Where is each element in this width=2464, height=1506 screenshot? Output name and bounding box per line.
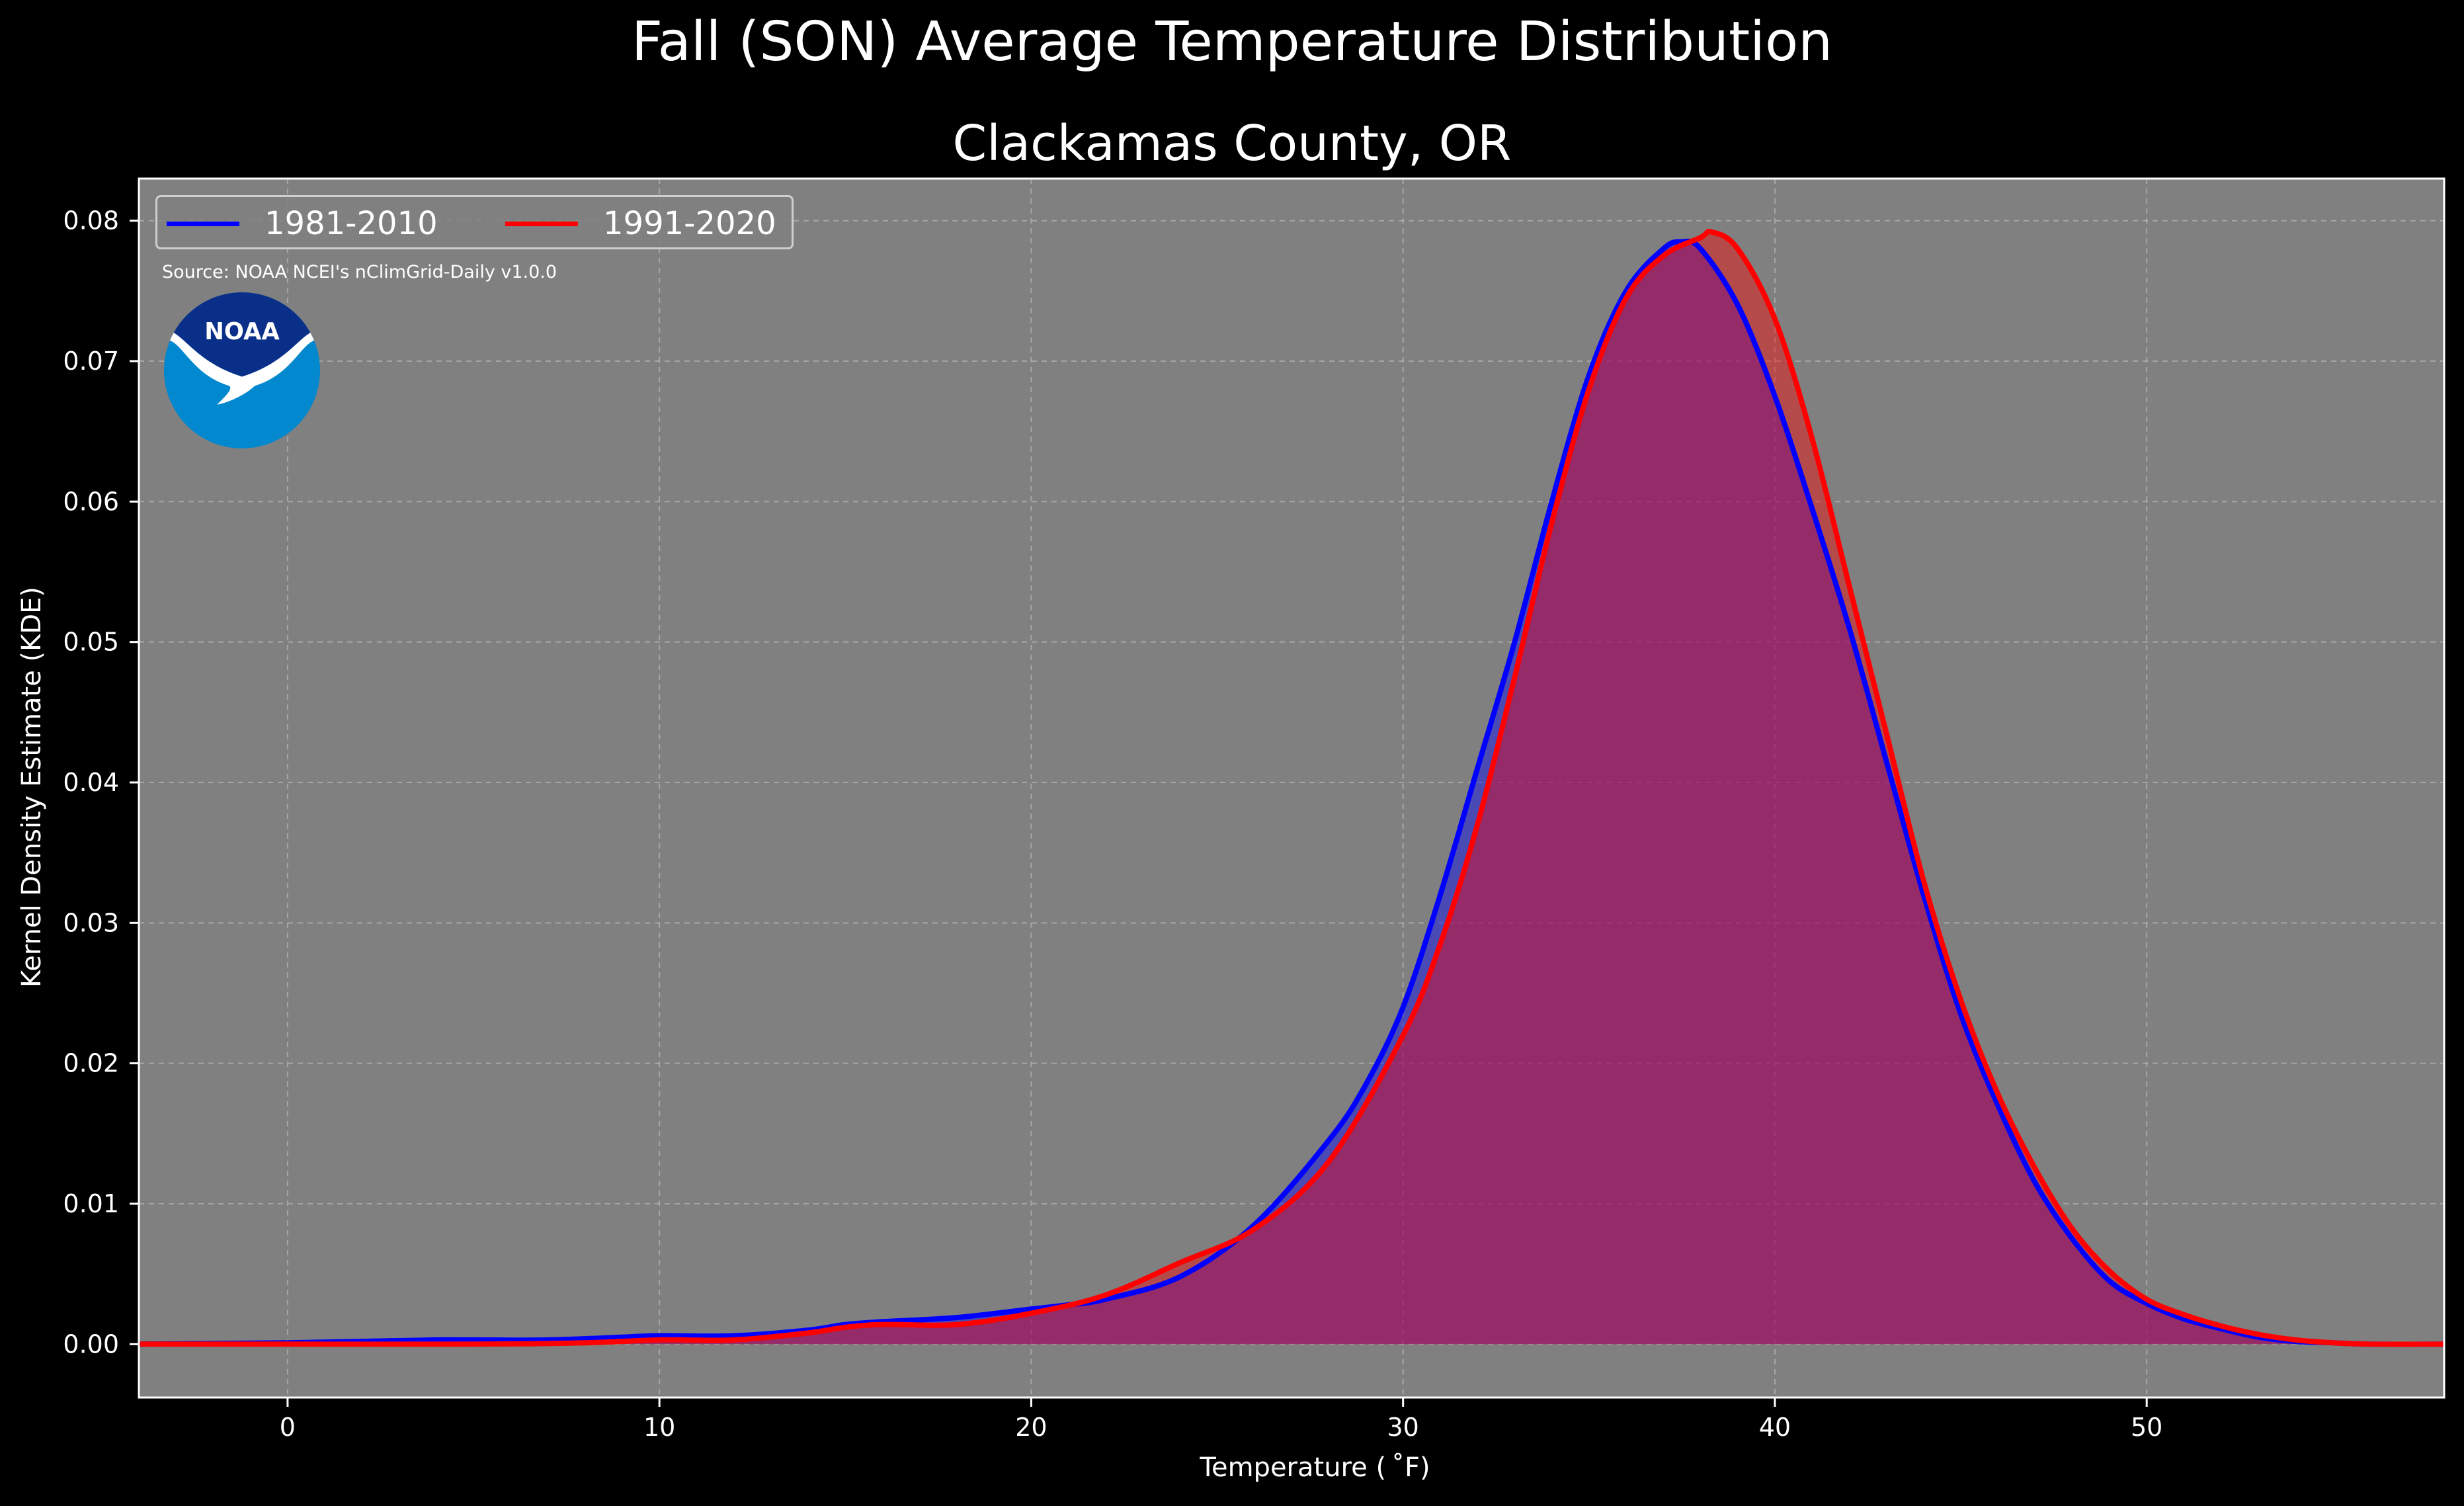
y-tick-label: 0.06 (63, 487, 119, 516)
y-tick-label: 0.04 (63, 768, 119, 797)
series-line-1991-2020 (138, 229, 2445, 1347)
y-tick-label: 0.01 (63, 1189, 119, 1218)
chart-title: Fall (SON) Average Temperature Distribut… (631, 11, 1833, 73)
x-tick-label: 50 (2131, 1413, 2162, 1442)
legend-swatch-red (505, 221, 578, 226)
y-axis-label: Kernel Density Estimate (KDE) (17, 586, 47, 988)
x-axis-label: Temperature ( ˚F) (1200, 1452, 1430, 1483)
plot-background (139, 179, 2444, 1398)
tick-layer: 0 10 20 30 40 50 0.00 0.01 0.02 0.03 0.04 0.05 0.06 0… (63, 206, 2162, 1442)
legend-label-1991-2020: 1991-2020 (603, 205, 776, 242)
x-tick-label: 0 (280, 1413, 296, 1442)
plot-frame (138, 177, 2445, 1399)
y-tick-label: 0.05 (63, 628, 119, 657)
x-tick-label: 30 (1387, 1413, 1418, 1442)
legend-entry-1991-2020: 1991-2020 (505, 205, 776, 242)
y-tick-label: 0.02 (63, 1049, 119, 1078)
series-layer (138, 229, 2445, 1347)
legend-swatch-blue (167, 221, 239, 226)
y-tick-label: 0.08 (63, 206, 119, 235)
legend-entry-1981-2010: 1981-2010 (167, 205, 438, 242)
grid-layer (139, 179, 2444, 1398)
x-tick-label: 40 (1759, 1413, 1791, 1442)
x-tick-label: 20 (1015, 1413, 1047, 1442)
y-tick-label: 0.00 (63, 1329, 119, 1359)
svg-text:NOAA: NOAA (204, 318, 280, 345)
y-tick-label: 0.03 (63, 908, 119, 937)
legend: 1981-2010 1991-2020 (155, 195, 794, 249)
noaa-logo-icon: NOAA (164, 292, 320, 448)
chart-subtitle: Clackamas County, OR (952, 115, 1512, 172)
y-tick-label: 0.07 (63, 347, 119, 376)
legend-label-1981-2010: 1981-2010 (265, 205, 438, 242)
series-line-1981-2010 (138, 238, 2445, 1347)
source-note: Source: NOAA NCEI's nClimGrid-Daily v1.0… (162, 262, 557, 282)
x-tick-label: 10 (643, 1413, 675, 1442)
series-area-1991-2020 (139, 231, 2444, 1345)
series-area-1981-2010 (139, 241, 2444, 1345)
